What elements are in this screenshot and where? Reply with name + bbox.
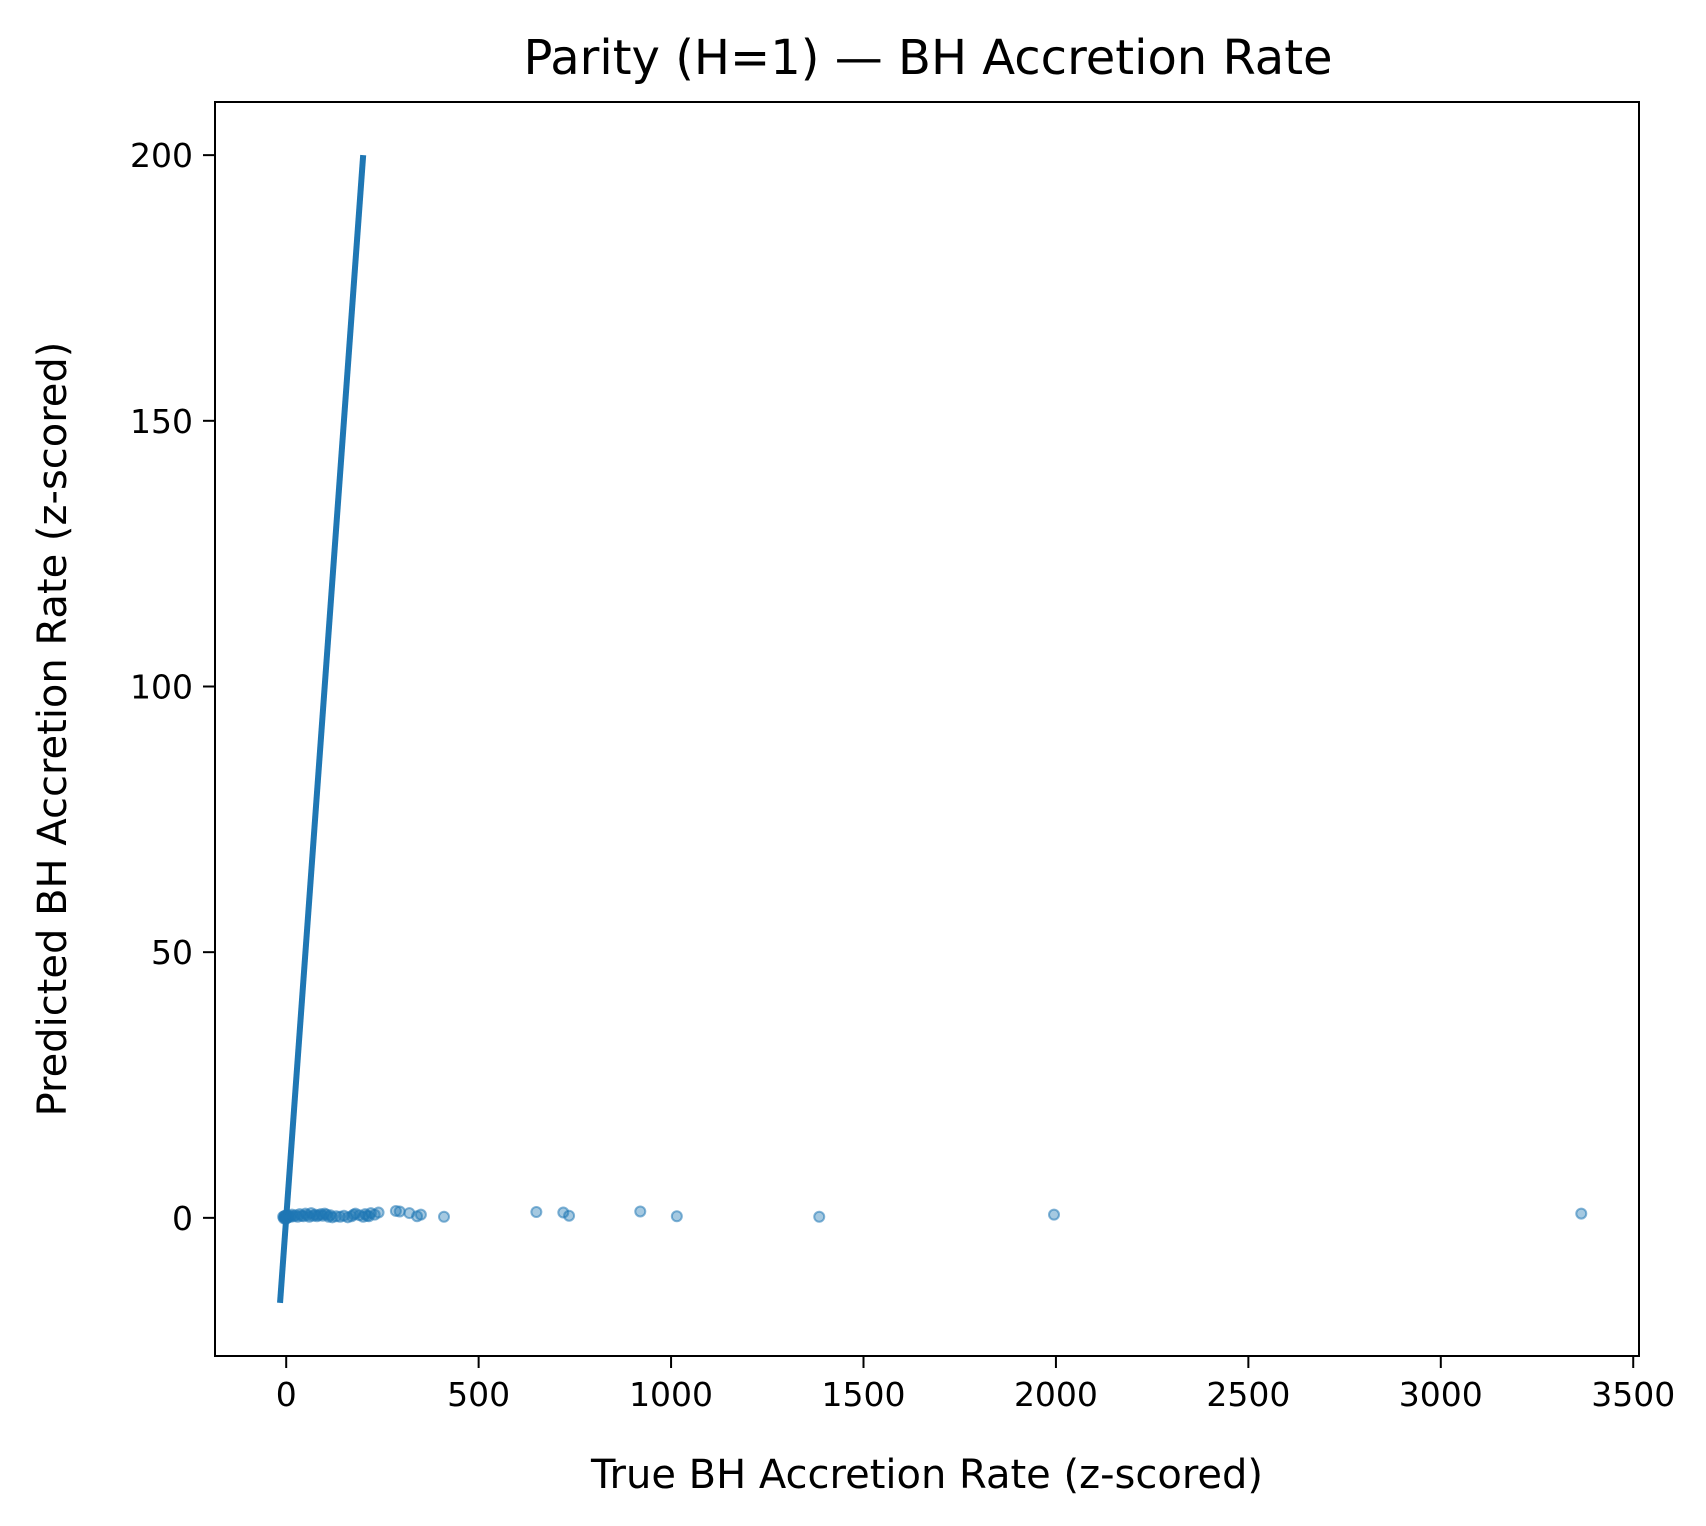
x-tick-label: 2500 (1206, 1375, 1290, 1414)
x-tick-label: 0 (276, 1375, 297, 1414)
y-tick-label: 150 (130, 402, 193, 441)
x-tick-label: 1000 (629, 1375, 713, 1414)
x-tick-label: 1500 (822, 1375, 906, 1414)
x-tick-label: 3500 (1591, 1375, 1675, 1414)
identity-line (277, 154, 367, 1304)
scatter-point (563, 1209, 576, 1222)
x-tick-label: 3000 (1399, 1375, 1483, 1414)
x-tick-label: 500 (447, 1375, 510, 1414)
y-axis-label: Predicted BH Accretion Rate (z-scored) (30, 342, 76, 1117)
scatter-point (557, 1206, 570, 1219)
scatter-point (1048, 1208, 1061, 1221)
plot-frame (214, 101, 1640, 1357)
scatter-point (1575, 1207, 1588, 1220)
y-tick-label: 50 (151, 933, 193, 972)
chart-title: Parity (H=1) — BH Accretion Rate (523, 30, 1332, 86)
scatter-point (530, 1206, 543, 1219)
scatter-point (634, 1205, 647, 1218)
scatter-point (414, 1208, 427, 1221)
y-tick-label: 0 (172, 1199, 193, 1238)
scatter-point (813, 1210, 826, 1223)
x-tick-label: 2000 (1014, 1375, 1098, 1414)
y-tick-label: 100 (130, 667, 193, 706)
y-tick-label: 200 (130, 136, 193, 175)
scatter-point (372, 1206, 385, 1219)
scatter-point (393, 1205, 406, 1218)
scatter-point (437, 1210, 450, 1223)
scatter-point (670, 1210, 683, 1223)
x-axis-label: True BH Accretion Rate (z-scored) (590, 1452, 1263, 1498)
